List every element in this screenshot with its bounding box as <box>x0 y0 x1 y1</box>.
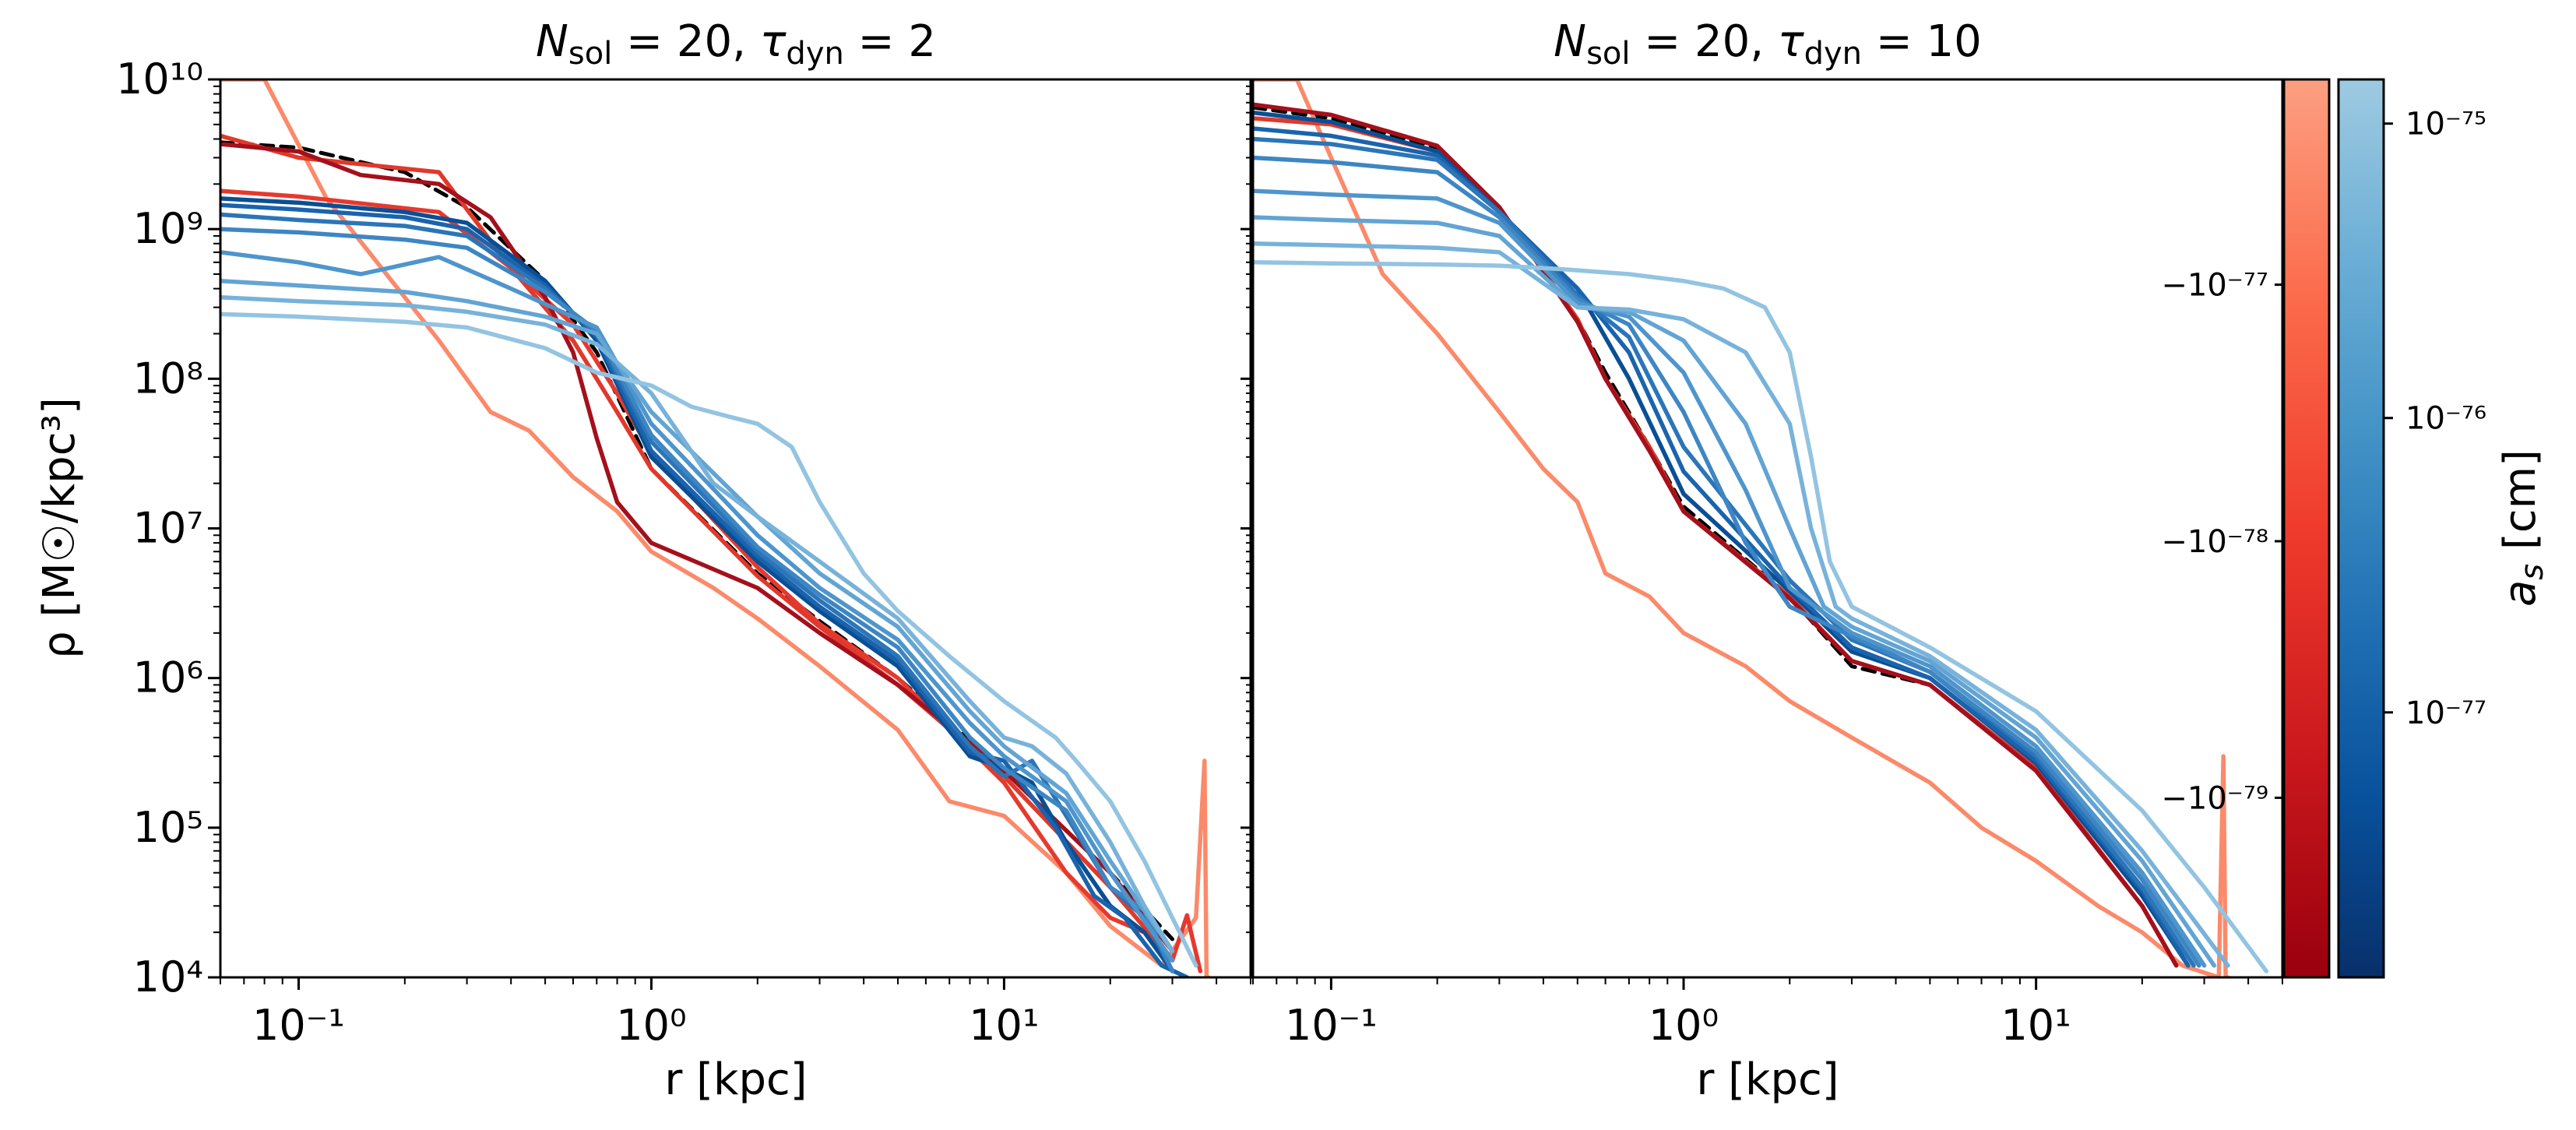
left-y-axis-label: ρ [M☉/kpc³] <box>34 397 85 659</box>
right-x-axis-label: r [kpc] <box>1696 1054 1839 1105</box>
left-series-as-1e-78 <box>220 188 1203 973</box>
y-tick-label: 10⁹ <box>133 204 203 253</box>
right-series-as-2e-76 <box>1253 215 2217 968</box>
right-title-n-val: = 20, <box>1631 16 1778 67</box>
right-x-tick-label: 10¹ <box>2001 1001 2071 1050</box>
cbar-label-var: a <box>2495 580 2546 607</box>
colorbar-negative-ticks: −10⁻⁷⁷ −10⁻⁷⁸ −10⁻⁷⁹ <box>2161 268 2284 816</box>
cbar-label-sub: s <box>2514 564 2550 580</box>
right-series-as-1e-75 <box>1253 260 2269 973</box>
right-title-t-var: τ <box>1778 16 1804 67</box>
left-x-tick-label: 10¹ <box>969 1001 1039 1050</box>
right-panel-title: Nsol = 20, τdyn = 10 <box>1554 16 1982 72</box>
left-series-as-2e-77 <box>220 202 1190 977</box>
left-series-as-7e-77 <box>220 227 1175 973</box>
colorbar-positive: 10⁻⁷⁵ 10⁻⁷⁶ 10⁻⁷⁷ as [cm] <box>2337 78 2550 979</box>
left-series-as-4e-76 <box>220 295 1175 953</box>
colorbar-positive-tick-label: 10⁻⁷⁶ <box>2405 401 2486 437</box>
left-series-as-1e-75 <box>220 312 1198 968</box>
right-title-t-sub: dyn <box>1804 36 1862 72</box>
colorbar-positive-ticks: 10⁻⁷⁵ 10⁻⁷⁶ 10⁻⁷⁷ <box>2384 107 2486 731</box>
colorbar-negative-tick-label: −10⁻⁷⁷ <box>2161 268 2268 304</box>
left-series-reference <box>220 140 1174 942</box>
left-axis-ticks: 10⁻¹ 10⁰ 10¹ 10⁴ 10⁵ 10⁶ 10⁷ 10⁸ 10⁹ 10¹⁰ <box>116 55 1251 1050</box>
y-tick-label: 10⁷ <box>133 504 203 553</box>
y-tick-label: 10⁵ <box>133 803 203 852</box>
colorbar-negative-bar <box>2282 78 2331 979</box>
colorbar-positive-tick-label: 10⁻⁷⁵ <box>2405 107 2486 143</box>
right-plot-lines <box>1253 79 2269 977</box>
left-title-t-sub: dyn <box>786 36 843 72</box>
colorbar-negative-tick-label: −10⁻⁷⁹ <box>2161 780 2268 816</box>
y-tick-label: 10¹⁰ <box>116 55 203 104</box>
left-x-axis-label: r [kpc] <box>664 1054 807 1105</box>
colorbar-positive-tick-label: 10⁻⁷⁷ <box>2405 695 2486 731</box>
right-series-as-1e-77 <box>1253 102 2179 968</box>
right-plot-frame <box>1251 78 2284 979</box>
colorbar-positive-label: as [cm] <box>2495 449 2550 607</box>
cbar-label-unit: [cm] <box>2495 449 2546 564</box>
left-series-as-2e-76 <box>220 279 1175 953</box>
right-x-tick-label: 10⁰ <box>1649 1001 1719 1050</box>
left-title-n-val: = 20, <box>612 16 759 67</box>
colorbar-negative-tick-label: −10⁻⁷⁸ <box>2161 524 2268 560</box>
left-series-as-1e-77 <box>220 196 1175 973</box>
right-panel: Nsol = 20, τdyn = 10 10⁻¹ 10⁰ 10¹ r [kpc] <box>1240 16 2284 1105</box>
left-panel-title: Nsol = 20, τdyn = 2 <box>536 16 936 72</box>
right-series-as-7e-77 <box>1253 155 2201 968</box>
left-series-as-1e-77 <box>220 142 1175 953</box>
right-title-n-sub: sol <box>1586 36 1630 72</box>
left-x-tick-label: 10⁻¹ <box>252 1001 345 1050</box>
left-title-t-val: = 2 <box>844 16 936 67</box>
right-title-n-var: N <box>1554 16 1586 67</box>
left-title-t-var: τ <box>760 16 787 67</box>
right-x-tick-label: 10⁻¹ <box>1285 1001 1378 1050</box>
left-series-as-1e-76 <box>220 250 1175 963</box>
colorbar-positive-bar <box>2337 78 2385 979</box>
left-title-n-sub: sol <box>568 36 612 72</box>
y-tick-label: 10⁸ <box>133 354 203 403</box>
left-title-n-var: N <box>536 16 568 67</box>
colorbar-negative: −10⁻⁷⁷ −10⁻⁷⁸ −10⁻⁷⁹ <box>2161 78 2331 979</box>
left-x-tick-label: 10⁰ <box>616 1001 686 1050</box>
y-tick-label: 10⁶ <box>133 653 203 702</box>
right-title-t-val: = 10 <box>1862 16 1982 67</box>
left-plot-lines <box>220 79 1211 977</box>
left-series-as-4e-77 <box>220 212 1175 973</box>
left-panel: Nsol = 20, τdyn = 2 10⁻¹ 10⁰ 10¹10⁴10⁵10⁶1… <box>34 16 1252 1105</box>
right-series-as-2e-77 <box>1253 126 2191 968</box>
right-series-as-1e-76 <box>1253 188 2207 968</box>
right-series-as-4e-76 <box>1253 241 2230 968</box>
y-tick-label: 10⁴ <box>133 952 203 1002</box>
right-series-as-4e-77 <box>1253 136 2196 968</box>
